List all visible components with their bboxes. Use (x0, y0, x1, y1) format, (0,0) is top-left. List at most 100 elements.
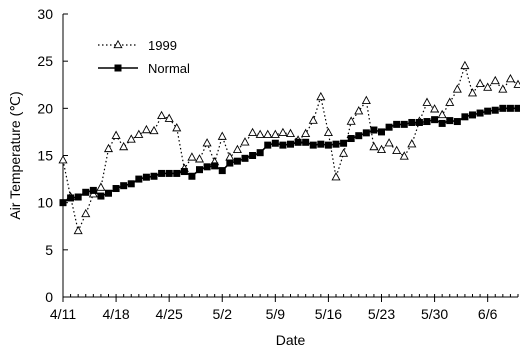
data-point-normal (309, 141, 317, 149)
data-point-normal (97, 192, 105, 200)
x-tick-label: 5/9 (266, 306, 286, 322)
data-point-1999 (460, 60, 470, 70)
data-point-1999 (285, 128, 296, 137)
data-point-normal (378, 128, 385, 136)
data-point-1999 (58, 155, 68, 164)
data-point-normal (431, 116, 439, 124)
data-point-normal (112, 185, 120, 193)
data-point-normal (332, 140, 340, 148)
data-point-normal (173, 169, 181, 177)
data-point-1999 (339, 148, 349, 157)
data-point-normal (423, 118, 431, 126)
data-point-1999 (225, 152, 235, 161)
data-point-1999 (248, 127, 258, 137)
legend-label: Normal (148, 61, 190, 76)
data-point-normal (158, 169, 166, 177)
data-point-normal (165, 169, 173, 177)
axes: 0 5 10 15 20 25 30 4/11 4/18 4/25 5/2 5/9 5/16 5/23 5/… (37, 6, 519, 322)
data-point-1999 (437, 109, 447, 119)
y-axis-title: Air Temperature (℃) (7, 91, 23, 219)
data-point-normal (514, 104, 520, 112)
data-point-normal (74, 193, 82, 201)
data-point-normal (59, 199, 67, 207)
legend-item-normal: Normal (98, 61, 190, 76)
data-point-normal (453, 118, 461, 126)
series-line-1999 (62, 63, 519, 233)
data-point-1999 (240, 137, 250, 146)
data-point-1999 (407, 139, 417, 148)
data-point-normal (340, 139, 348, 147)
data-point-1999 (483, 82, 493, 91)
x-tick-label: 6/6 (478, 306, 498, 322)
data-point-1999 (392, 145, 402, 154)
series-layer (58, 60, 520, 235)
x-tick-label: 4/11 (50, 306, 76, 322)
data-point-1999 (255, 129, 265, 138)
data-point-normal (499, 104, 507, 112)
data-point-normal (271, 139, 279, 147)
data-point-1999 (467, 88, 478, 97)
data-point-normal (287, 140, 294, 148)
data-point-1999 (490, 75, 500, 85)
data-point-1999 (323, 127, 333, 137)
data-point-1999 (376, 144, 387, 154)
data-point-normal (135, 175, 143, 183)
data-point-normal (241, 154, 249, 162)
data-point-normal (150, 172, 158, 180)
legend: 1999 Normal (98, 38, 190, 76)
data-point-normal (484, 107, 492, 115)
data-point-1999 (141, 124, 151, 134)
x-tick-label: 5/23 (368, 306, 395, 322)
data-point-normal (120, 182, 128, 190)
data-point-normal (469, 111, 476, 119)
x-axis-title: Date (276, 332, 306, 348)
data-point-normal (196, 166, 203, 174)
data-point-1999 (301, 128, 311, 137)
data-point-1999 (157, 110, 167, 120)
data-point-normal (67, 194, 75, 202)
data-point-1999 (384, 138, 394, 147)
data-point-1999 (270, 129, 280, 138)
data-point-1999 (202, 138, 212, 147)
data-point-normal (218, 167, 226, 175)
data-point-normal (370, 126, 378, 134)
data-point-1999 (111, 130, 121, 139)
data-point-normal (362, 129, 370, 137)
y-tick-label: 25 (37, 53, 53, 69)
data-point-1999 (164, 113, 174, 122)
data-point-normal (188, 172, 196, 180)
x-tick-label: 4/25 (156, 306, 183, 322)
data-point-normal (355, 132, 363, 140)
data-point-1999 (445, 97, 455, 106)
data-point-normal (491, 106, 499, 114)
data-point-1999 (430, 104, 440, 113)
x-tick-label: 5/30 (421, 306, 448, 322)
legend-label: 1999 (148, 38, 177, 53)
data-point-normal (385, 123, 393, 131)
data-point-normal (317, 140, 325, 148)
data-point-normal (127, 180, 135, 188)
data-point-1999 (103, 143, 114, 153)
data-point-normal (476, 109, 484, 117)
data-point-1999 (505, 73, 515, 83)
series-1999 (58, 60, 520, 235)
y-tick-label: 0 (45, 289, 53, 305)
data-point-normal (89, 186, 97, 194)
data-point-1999 (498, 84, 508, 93)
data-point-normal (256, 149, 264, 157)
data-point-1999 (187, 152, 197, 161)
legend-marker (114, 64, 122, 72)
data-point-1999 (119, 141, 129, 151)
data-point-1999 (263, 129, 273, 138)
data-point-1999 (361, 95, 371, 104)
data-point-1999 (96, 182, 106, 191)
y-tick-label: 10 (37, 195, 53, 211)
data-point-normal (347, 135, 355, 143)
data-point-1999 (369, 141, 379, 151)
data-point-normal (264, 141, 272, 149)
data-point-normal (446, 117, 454, 125)
x-tick-label: 4/18 (102, 306, 129, 322)
y-tick-label: 20 (37, 100, 53, 116)
data-point-1999 (149, 125, 159, 135)
